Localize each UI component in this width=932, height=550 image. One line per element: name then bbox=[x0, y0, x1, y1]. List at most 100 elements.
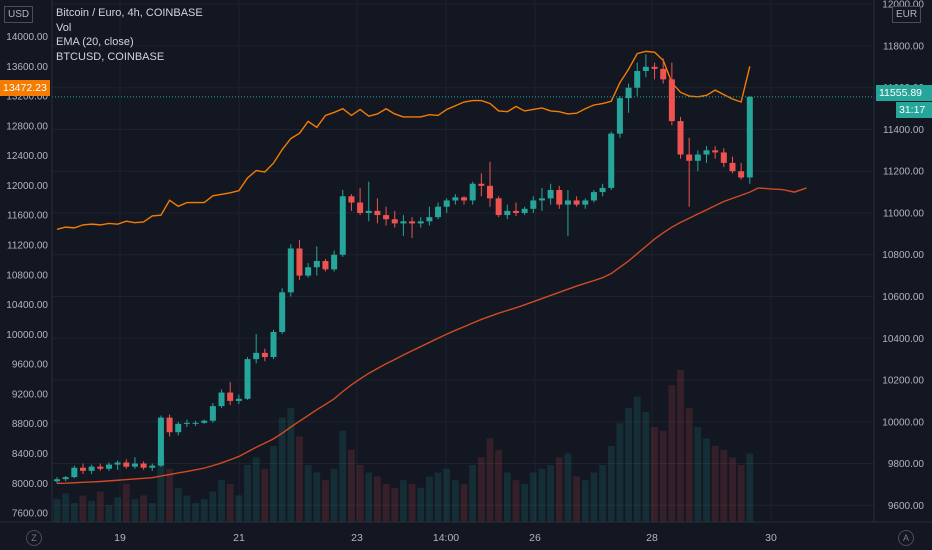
volume-bar bbox=[512, 480, 520, 522]
right-axis-tick-label: 11000.00 bbox=[883, 208, 924, 219]
candle-body bbox=[97, 466, 104, 469]
auto-scale-button[interactable]: A bbox=[898, 530, 914, 546]
candle-body bbox=[209, 406, 216, 421]
left-axis-tick-label: 11200.00 bbox=[7, 240, 48, 251]
candle-body bbox=[634, 70, 641, 88]
left-axis-tick-label: 13600.00 bbox=[6, 62, 48, 73]
volume-bar bbox=[642, 411, 650, 522]
volume-bar bbox=[633, 396, 641, 522]
right-last-price-badge: 11555.89 bbox=[876, 85, 932, 101]
left-axis-tick-label: 8800.00 bbox=[12, 419, 49, 430]
candle-body bbox=[478, 183, 485, 186]
candle-body bbox=[357, 202, 364, 213]
candle-body bbox=[383, 215, 390, 220]
volume-bar bbox=[616, 423, 624, 522]
volume-bar bbox=[581, 480, 589, 522]
ema-line bbox=[56, 187, 759, 485]
candle-body bbox=[374, 210, 381, 216]
volume-bar bbox=[486, 438, 494, 522]
candle-body bbox=[365, 210, 372, 213]
candle-body bbox=[149, 465, 156, 468]
volume-bar bbox=[270, 446, 277, 522]
volume-bar bbox=[625, 408, 632, 522]
left-axis-tick-label: 8000.00 bbox=[12, 479, 49, 490]
candle-body bbox=[556, 190, 563, 205]
volume-bar bbox=[192, 503, 199, 522]
volume-bar bbox=[348, 449, 355, 522]
volume-bar bbox=[174, 487, 182, 522]
volume-bar bbox=[122, 484, 130, 522]
volume-bar bbox=[218, 480, 225, 522]
volume-bar bbox=[339, 430, 347, 522]
candle-body bbox=[296, 248, 303, 276]
volume-bar bbox=[382, 484, 390, 522]
volume-bar bbox=[607, 446, 615, 522]
left-axis-tick-label: 10800.00 bbox=[6, 270, 48, 281]
volume-legend[interactable]: Vol bbox=[56, 21, 72, 34]
right-currency-label[interactable]: EUR bbox=[892, 6, 922, 23]
candle-body bbox=[88, 466, 95, 471]
left-axis-tick-label: 12000.00 bbox=[6, 181, 48, 192]
volume-bar bbox=[244, 465, 251, 522]
candle-body bbox=[512, 210, 519, 213]
volume-bar bbox=[746, 453, 754, 522]
left-currency-label[interactable]: USD bbox=[4, 6, 34, 23]
volume-bar bbox=[729, 457, 736, 522]
volume-bar bbox=[460, 484, 468, 522]
volume-bar bbox=[685, 408, 693, 522]
volume-bar bbox=[148, 503, 156, 522]
candle-body bbox=[720, 152, 727, 163]
volume-bar bbox=[252, 457, 260, 522]
volume-bar bbox=[183, 495, 191, 522]
candle-body bbox=[495, 198, 502, 216]
volume-bar bbox=[564, 453, 572, 522]
volume-bar bbox=[408, 484, 416, 522]
candle-body bbox=[686, 154, 693, 161]
candle-body bbox=[452, 197, 459, 201]
volume-bar bbox=[88, 501, 96, 522]
candle-body bbox=[287, 248, 294, 293]
right-axis-tick-label: 10000.00 bbox=[882, 417, 924, 428]
volume-bar bbox=[469, 465, 477, 522]
time-axis-tick-label: 19 bbox=[114, 532, 126, 544]
left-scale-button[interactable]: Z bbox=[26, 530, 42, 546]
ema-legend[interactable]: EMA (20, close) bbox=[56, 36, 134, 48]
candle-body bbox=[426, 217, 433, 222]
right-axis-tick-label: 10400.00 bbox=[882, 334, 924, 345]
candle-body bbox=[166, 417, 173, 433]
candle-body bbox=[660, 68, 667, 80]
volume-bar bbox=[356, 465, 364, 522]
candle-body bbox=[183, 422, 190, 424]
candle-body bbox=[651, 66, 658, 69]
volume-bar bbox=[374, 476, 381, 522]
volume-bar bbox=[555, 457, 563, 522]
volume-bar bbox=[235, 495, 243, 522]
volume-bar bbox=[417, 487, 425, 522]
candle-body bbox=[279, 292, 286, 332]
volume-bar bbox=[365, 472, 373, 522]
candle-body bbox=[608, 133, 615, 188]
volume-bar bbox=[521, 484, 529, 522]
volume-bar bbox=[62, 493, 70, 522]
compare-legend[interactable]: BTCUSD, COINBASE bbox=[56, 50, 165, 63]
candle-body bbox=[625, 87, 632, 99]
symbol-title[interactable]: Bitcoin / Euro, 4h, COINBASE bbox=[56, 7, 203, 19]
volume-bar bbox=[711, 446, 719, 522]
left-axis-tick-label: 11600.00 bbox=[7, 211, 48, 222]
time-axis-tick-label: 14:00 bbox=[433, 532, 459, 544]
volume-bar bbox=[538, 468, 546, 522]
candle-body bbox=[105, 464, 112, 469]
volume-bar bbox=[304, 465, 312, 522]
left-axis-tick-label: 14000.00 bbox=[6, 32, 48, 43]
right-axis-tick-label: 9800.00 bbox=[888, 459, 925, 470]
time-axis-tick-label: 23 bbox=[351, 532, 363, 544]
candle-body bbox=[114, 462, 121, 465]
volume-bar bbox=[157, 455, 165, 522]
candle-body bbox=[487, 185, 493, 199]
candle-body bbox=[331, 254, 338, 270]
candle-body bbox=[218, 392, 225, 407]
volume-bar bbox=[668, 385, 676, 522]
left-axis-tick-label: 10400.00 bbox=[6, 300, 48, 311]
